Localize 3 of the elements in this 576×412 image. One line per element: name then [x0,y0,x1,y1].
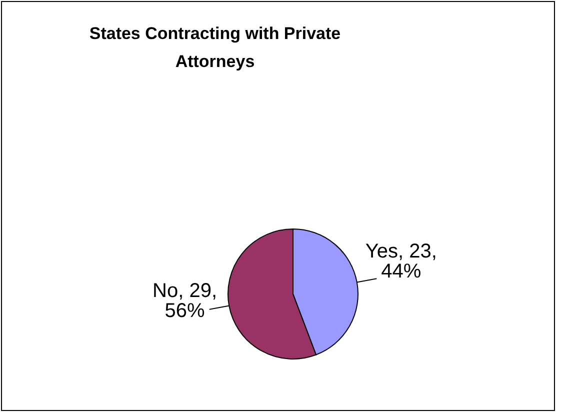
chart-title: States Contracting with Private Attorneys [88,23,342,73]
slice-label: No, 29, 56% [152,280,218,322]
slice-label: Yes, 23, 44% [365,240,437,282]
